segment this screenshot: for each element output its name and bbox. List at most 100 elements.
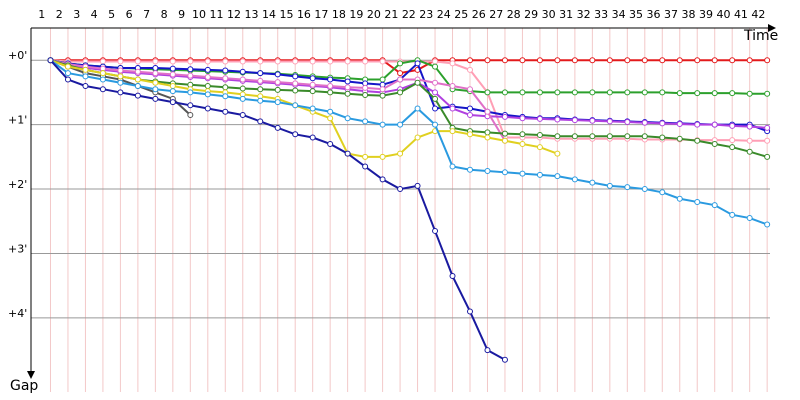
- point: [169, 65, 176, 72]
- x-tick-label: 9: [178, 8, 185, 21]
- point: [327, 108, 334, 115]
- series-line: [49, 59, 768, 226]
- point: [222, 75, 229, 82]
- point: [571, 89, 578, 96]
- point: [432, 227, 439, 234]
- point: [641, 119, 648, 126]
- point: [536, 131, 543, 138]
- point: [501, 356, 508, 363]
- point: [449, 273, 456, 280]
- point: [764, 153, 771, 160]
- point: [606, 89, 613, 96]
- point: [624, 119, 631, 126]
- point: [694, 121, 701, 128]
- point: [222, 84, 229, 91]
- point: [746, 90, 753, 97]
- point: [187, 111, 194, 118]
- point: [432, 89, 439, 96]
- point: [536, 89, 543, 96]
- point: [379, 86, 386, 93]
- point: [414, 105, 421, 112]
- point: [117, 58, 124, 65]
- point: [711, 90, 718, 97]
- point: [641, 57, 648, 64]
- x-tick-label: 2: [56, 8, 63, 21]
- point: [134, 82, 141, 89]
- x-tick-label: 3: [73, 8, 80, 21]
- point: [501, 130, 508, 137]
- x-tick-label: 25: [454, 8, 468, 21]
- point: [414, 182, 421, 189]
- point: [449, 60, 456, 67]
- point: [204, 73, 211, 80]
- point: [82, 73, 89, 80]
- point: [309, 81, 316, 88]
- point: [239, 85, 246, 92]
- point: [169, 82, 176, 89]
- point: [274, 124, 281, 131]
- point: [257, 86, 264, 93]
- x-tick-label: 17: [314, 8, 328, 21]
- point: [239, 95, 246, 102]
- point: [449, 163, 456, 170]
- x-tick-label: 27: [489, 8, 503, 21]
- point: [746, 215, 753, 222]
- point: [467, 86, 473, 93]
- y-tick-label: +4': [8, 307, 27, 320]
- point: [764, 137, 771, 144]
- point: [519, 57, 526, 64]
- point: [501, 113, 508, 120]
- point: [239, 76, 246, 83]
- point: [519, 170, 526, 177]
- point: [484, 129, 491, 136]
- point: [501, 137, 508, 144]
- point: [536, 171, 543, 178]
- point: [694, 198, 701, 205]
- point: [292, 58, 299, 65]
- point: [309, 134, 316, 141]
- point: [344, 150, 351, 157]
- point: [589, 117, 596, 124]
- point: [309, 88, 316, 95]
- x-tick-label: 20: [367, 8, 381, 21]
- point: [589, 57, 596, 64]
- point: [589, 179, 596, 186]
- point: [344, 84, 351, 91]
- point: [467, 111, 473, 118]
- point: [397, 89, 404, 96]
- point: [327, 115, 334, 122]
- point: [292, 131, 299, 138]
- point: [571, 133, 578, 140]
- point: [764, 90, 771, 97]
- point: [327, 82, 334, 89]
- point: [82, 66, 89, 73]
- point: [432, 58, 439, 65]
- point: [414, 134, 421, 141]
- point: [501, 89, 508, 96]
- point: [169, 88, 176, 95]
- point: [257, 58, 264, 65]
- point: [152, 70, 159, 77]
- point: [764, 124, 771, 131]
- x-tick-label: 42: [751, 8, 765, 21]
- point: [624, 57, 631, 64]
- point: [362, 84, 369, 91]
- point: [694, 57, 701, 64]
- x-tick-label: 7: [143, 8, 150, 21]
- point: [641, 186, 648, 193]
- point: [624, 89, 631, 96]
- point: [729, 90, 736, 97]
- point: [362, 153, 369, 160]
- point: [187, 66, 194, 73]
- point: [676, 195, 683, 202]
- point: [397, 60, 404, 67]
- point: [379, 153, 386, 160]
- point: [64, 63, 71, 70]
- x-tick-label: 37: [664, 8, 678, 21]
- point: [467, 105, 473, 112]
- point: [711, 202, 718, 209]
- point: [397, 186, 404, 193]
- point: [397, 70, 404, 77]
- y-tick-label: +2': [8, 178, 27, 191]
- point: [519, 140, 526, 147]
